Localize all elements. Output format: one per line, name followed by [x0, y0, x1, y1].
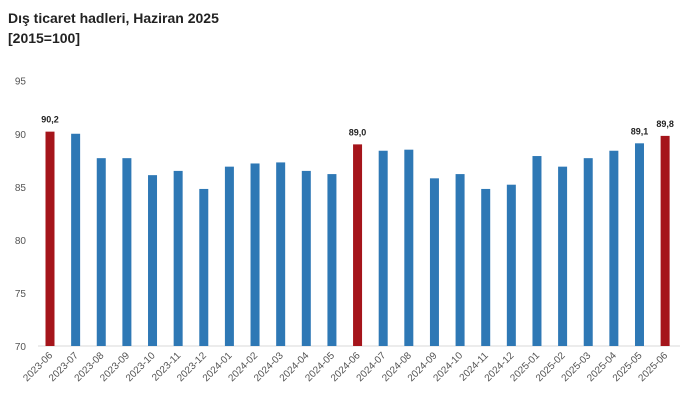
bar-2024-12	[506, 184, 516, 346]
bar-2024-07	[378, 150, 388, 346]
bar-2025-03	[583, 158, 593, 346]
data-label: 89,0	[349, 127, 367, 137]
bar-2025-01	[532, 156, 542, 346]
bar-2023-12	[199, 188, 209, 346]
bar-2024-09	[429, 178, 439, 346]
bar-2024-03	[276, 162, 286, 346]
bar-2023-06	[45, 131, 55, 346]
title-text: Dış ticaret hadleri, Haziran 2025	[8, 10, 219, 26]
bar-2023-07	[71, 133, 81, 346]
chart-title: Dış ticaret hadleri, Haziran 2025 [2015=…	[8, 8, 219, 48]
bar-2024-08	[404, 149, 414, 346]
subtitle-text: [2015=100]	[8, 30, 81, 46]
y-tick-label: 85	[15, 183, 27, 194]
bar-2025-04	[609, 150, 619, 346]
bar-2024-05	[327, 174, 337, 346]
bar-2024-11	[481, 188, 491, 346]
y-tick-label: 95	[15, 77, 27, 88]
bar-2023-11	[173, 170, 183, 346]
bar-2025-02	[558, 166, 568, 346]
bar-2024-04	[301, 170, 311, 346]
bar-2024-06	[353, 144, 363, 346]
bar-2024-10	[455, 174, 465, 346]
bar-2024-01	[224, 166, 234, 346]
y-tick-label: 90	[15, 130, 27, 141]
bar-2024-02	[250, 163, 260, 346]
y-tick-label: 80	[15, 236, 27, 247]
y-tick-label: 75	[15, 289, 27, 300]
data-label: 90,2	[41, 115, 59, 125]
bar-2023-10	[148, 175, 158, 346]
bar-2023-08	[96, 158, 106, 346]
y-tick-label: 70	[15, 342, 27, 353]
bar-2025-05	[634, 143, 644, 346]
bar-2025-06	[660, 135, 670, 346]
bar-2023-09	[122, 158, 132, 346]
data-label: 89,1	[631, 126, 649, 136]
data-label: 89,8	[656, 119, 674, 129]
